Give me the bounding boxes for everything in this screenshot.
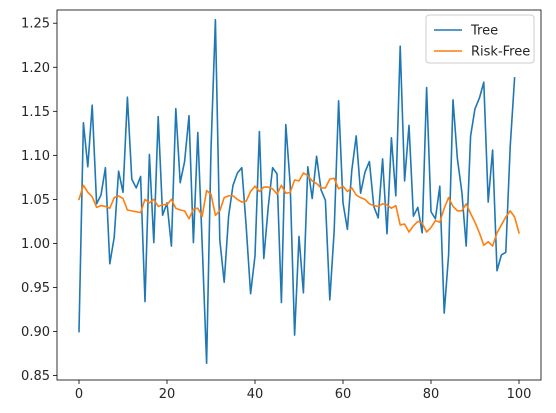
x-tick-label: 0: [75, 387, 83, 402]
legend-label-risk-free: Risk-Free: [471, 45, 530, 60]
y-axis: 0.85 0.90 0.95 1.00 1.05 1.10 1.15 1.20 1.25: [21, 17, 57, 384]
x-tick-label: 100: [507, 387, 532, 402]
y-tick-label: 1.20: [21, 61, 50, 76]
y-tick-label: 0.85: [21, 369, 50, 384]
series-layer: [77, 18, 520, 365]
x-tick-label: 80: [423, 387, 440, 402]
y-tick-label: 1.05: [21, 193, 50, 208]
y-tick-label: 1.10: [21, 149, 50, 164]
series-line-risk-free: [77, 172, 520, 247]
y-tick-label: 1.25: [21, 17, 50, 32]
y-tick-label: 0.90: [21, 325, 50, 340]
series-line-tree: [78, 18, 516, 365]
y-tick-label: 1.15: [21, 105, 50, 120]
x-axis: 0 20 40 60 80 100: [75, 380, 532, 402]
axes-frame: [56, 9, 542, 381]
y-tick-label: 1.00: [21, 237, 50, 252]
x-tick-label: 20: [159, 387, 176, 402]
x-tick-label: 40: [247, 387, 264, 402]
legend-label-tree: Tree: [470, 24, 498, 39]
x-tick-label: 60: [335, 387, 352, 402]
plot-area: [56, 9, 542, 381]
legend: Tree Risk-Free: [425, 14, 535, 64]
y-tick-label: 0.95: [21, 281, 50, 296]
